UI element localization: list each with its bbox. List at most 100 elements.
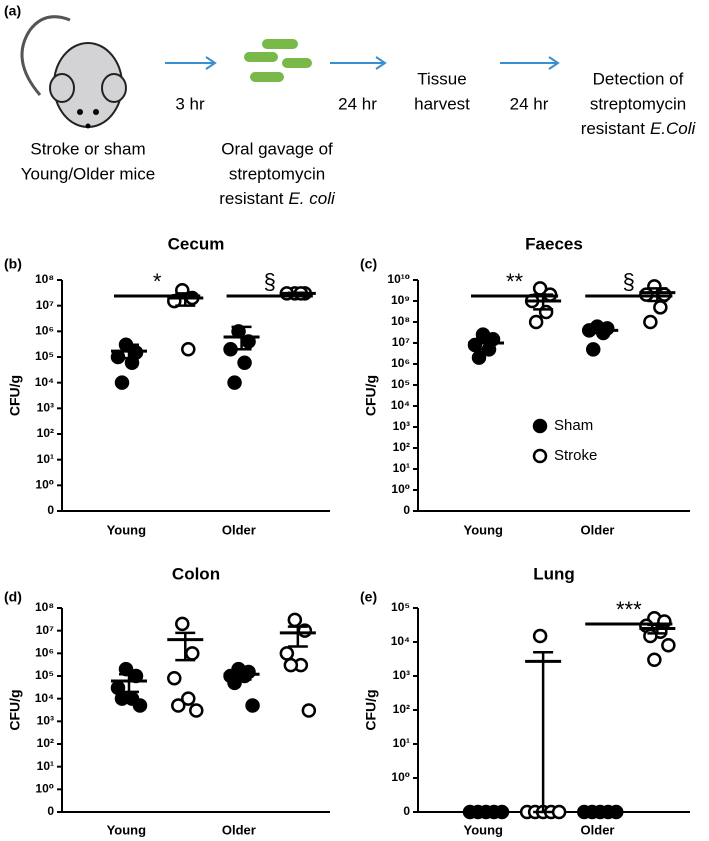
panel-label: (e) — [360, 589, 377, 605]
step-text: streptomycin — [229, 164, 325, 183]
y-tick-label: 10⁰ — [391, 482, 410, 496]
y-tick-label: 10³ — [393, 668, 410, 682]
y-tick-label: 10⁷ — [36, 298, 54, 312]
y-tick-label: 10² — [37, 736, 54, 750]
step-text: resistant E.Coli — [581, 119, 697, 138]
y-tick-label: 10¹ — [37, 759, 54, 773]
step-text: resistant E. coli — [219, 189, 336, 208]
legend-marker — [532, 418, 548, 434]
data-point — [661, 638, 676, 653]
legend-label: Sham — [554, 417, 593, 434]
y-tick-label: 10⁰ — [35, 782, 54, 796]
panel-label: (a) — [4, 3, 21, 19]
y-tick-label: 10⁵ — [35, 349, 54, 363]
data-point — [227, 375, 242, 390]
arrow-label: 3 hr — [175, 94, 205, 113]
data-point — [171, 698, 186, 713]
data-point — [245, 698, 260, 713]
data-point — [643, 314, 658, 330]
y-tick-label: 0 — [47, 804, 54, 818]
data-point — [181, 342, 196, 357]
significance-label: § — [264, 269, 276, 294]
y-tick-label: 10¹ — [393, 461, 410, 475]
arrow-head — [548, 56, 560, 70]
panel-label: (d) — [4, 589, 22, 605]
x-tick-label: Older — [581, 822, 615, 837]
data-point — [287, 612, 303, 628]
data-point — [471, 350, 487, 365]
step-text: Stroke or sham — [30, 139, 145, 158]
step-text: Detection of — [593, 69, 684, 88]
panel-label: (c) — [360, 256, 377, 272]
step-text: harvest — [414, 94, 470, 113]
bacteria-icon — [244, 39, 312, 82]
x-tick-label: Older — [581, 522, 615, 537]
y-tick-label: 10² — [393, 702, 410, 716]
y-tick-label: 10⁸ — [35, 600, 54, 614]
y-tick-label: 10⁴ — [391, 398, 410, 412]
x-tick-label: Older — [222, 522, 256, 537]
y-tick-label: 10⁵ — [391, 600, 410, 614]
y-tick-label: 0 — [47, 503, 54, 517]
arrow-head — [375, 56, 387, 70]
y-axis-label: CFU/g — [7, 689, 23, 730]
y-tick-label: 10³ — [37, 401, 54, 415]
data-point — [279, 646, 295, 661]
y-tick-label: 10⁰ — [35, 478, 54, 492]
step-text: Tissue — [417, 69, 466, 88]
panel-label: (b) — [4, 256, 22, 272]
step-text-italic: E.Coli — [650, 119, 697, 138]
y-tick-label: 10³ — [393, 419, 410, 433]
y-tick-label: 10² — [37, 426, 54, 440]
y-tick-label: 10¹⁰ — [387, 272, 410, 286]
data-point — [551, 804, 567, 820]
x-tick-label: Young — [107, 522, 147, 537]
y-tick-label: 10² — [393, 440, 410, 454]
y-axis-label: CFU/g — [363, 375, 379, 416]
data-point — [528, 314, 544, 330]
y-tick-label: 10⁴ — [391, 634, 410, 648]
x-tick-label: Young — [464, 522, 504, 537]
data-point — [175, 616, 190, 632]
step-text: Oral gavage of — [221, 139, 333, 158]
significance-label: *** — [616, 597, 642, 622]
legend-marker — [532, 448, 548, 464]
data-point — [189, 703, 204, 718]
data-point — [237, 355, 252, 370]
data-point — [124, 355, 140, 370]
x-tick-label: Older — [222, 822, 256, 837]
step-text: Young/Older mice — [21, 164, 156, 183]
y-tick-label: 10⁷ — [392, 335, 410, 349]
y-tick-label: 10¹ — [393, 736, 410, 750]
legend-label: Stroke — [554, 447, 597, 464]
y-tick-label: 10⁸ — [35, 272, 54, 286]
significance-label: * — [153, 269, 162, 294]
data-point — [185, 646, 200, 661]
step-text-part: resistant — [219, 189, 284, 208]
data-point — [301, 703, 317, 718]
y-tick-label: 10³ — [37, 714, 54, 728]
y-tick-label: 10⁷ — [36, 623, 54, 637]
x-tick-label: Young — [107, 822, 147, 837]
y-tick-label: 10¹ — [37, 452, 54, 466]
y-tick-label: 10⁴ — [35, 375, 54, 389]
chart-title: Cecum — [168, 234, 225, 253]
y-tick-label: 10⁰ — [391, 770, 410, 784]
data-point — [643, 628, 658, 644]
data-point — [647, 652, 662, 668]
y-tick-label: 10⁸ — [391, 314, 410, 328]
significance-label: § — [623, 269, 635, 294]
significance-label: ** — [506, 269, 524, 294]
y-tick-label: 0 — [403, 804, 410, 818]
data-point — [181, 691, 196, 706]
data-point — [132, 698, 148, 713]
y-axis-label: CFU/g — [7, 375, 23, 416]
arrow-head — [205, 56, 217, 70]
data-point — [283, 657, 299, 673]
data-point — [653, 300, 668, 315]
data-point — [585, 342, 601, 357]
data-point — [114, 375, 130, 390]
x-tick-label: Young — [464, 822, 504, 837]
step-text-italic: E. coli — [288, 189, 336, 208]
